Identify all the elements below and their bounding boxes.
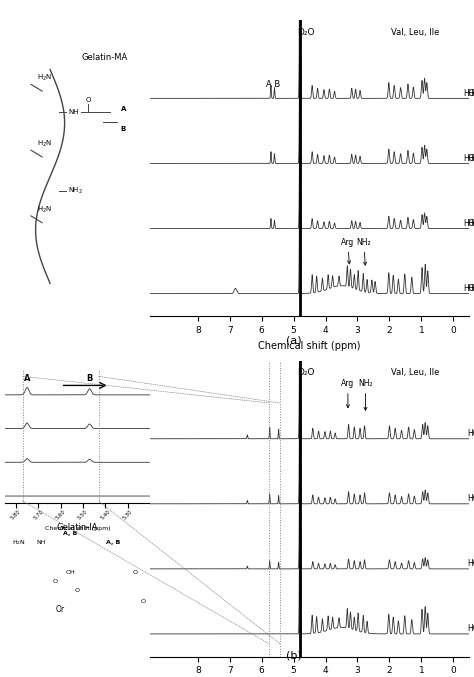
Text: HGI750: HGI750 xyxy=(468,429,474,438)
Text: A B: A B xyxy=(266,80,280,89)
Text: HGM450: HGM450 xyxy=(463,154,474,162)
Text: HGM450: HGM450 xyxy=(468,154,474,162)
Text: HGM150: HGM150 xyxy=(468,219,474,227)
Text: HGM750: HGM750 xyxy=(463,89,474,97)
Text: O: O xyxy=(85,97,91,102)
Text: H$_2$N: H$_2$N xyxy=(12,538,26,547)
Text: B: B xyxy=(121,126,126,132)
Text: HG: HG xyxy=(468,284,474,293)
Text: A, B: A, B xyxy=(63,531,77,536)
Text: (b): (b) xyxy=(286,650,302,660)
Text: H$_2$N: H$_2$N xyxy=(37,204,52,215)
Text: D₂O: D₂O xyxy=(298,368,315,377)
Text: Gelatin-MA: Gelatin-MA xyxy=(82,53,128,62)
Text: NH: NH xyxy=(68,110,79,115)
Text: NH: NH xyxy=(36,540,46,545)
Text: HG: HG xyxy=(463,284,474,293)
Text: NH₂: NH₂ xyxy=(358,379,373,410)
Text: D₂O: D₂O xyxy=(298,28,315,37)
Text: Gelatin-IA: Gelatin-IA xyxy=(56,523,98,533)
X-axis label: Chemical shift (ppm): Chemical shift (ppm) xyxy=(258,341,361,351)
Text: O: O xyxy=(53,579,58,584)
Text: Val, Leu, Ile: Val, Leu, Ile xyxy=(391,28,439,37)
Text: Arg: Arg xyxy=(341,379,355,408)
Text: H$_2$N: H$_2$N xyxy=(37,73,52,83)
Text: Or: Or xyxy=(55,605,64,614)
Text: OH: OH xyxy=(65,570,75,575)
Text: HGI150: HGI150 xyxy=(468,559,474,568)
Text: NH$_2$: NH$_2$ xyxy=(68,186,83,196)
Text: (a): (a) xyxy=(286,335,301,345)
Text: O: O xyxy=(75,588,80,592)
Text: Arg: Arg xyxy=(341,238,355,264)
Text: Val, Leu, Ile: Val, Leu, Ile xyxy=(391,368,439,377)
Text: NH₂: NH₂ xyxy=(356,238,371,265)
Text: HG: HG xyxy=(468,624,474,633)
Text: O: O xyxy=(140,599,145,605)
Text: O: O xyxy=(133,570,138,575)
Text: HGM150: HGM150 xyxy=(463,219,474,227)
Text: A: A xyxy=(121,106,126,112)
Text: H$_2$N: H$_2$N xyxy=(37,139,52,149)
Text: A, B: A, B xyxy=(107,540,121,545)
Text: HGM750: HGM750 xyxy=(468,89,474,97)
Text: HGI450: HGI450 xyxy=(468,494,474,503)
